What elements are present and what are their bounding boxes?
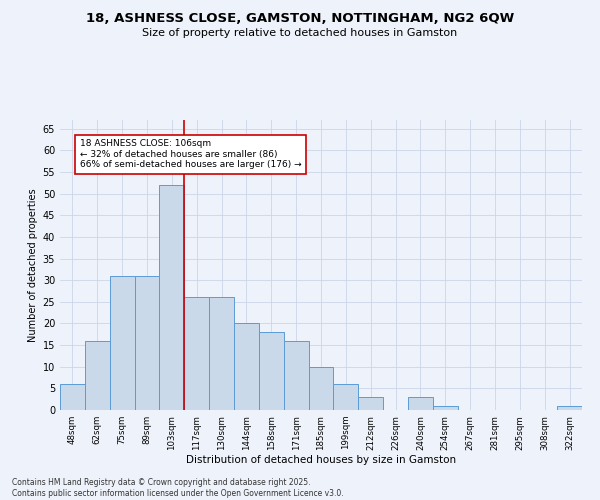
Bar: [160, 185, 184, 410]
X-axis label: Distribution of detached houses by size in Gamston: Distribution of detached houses by size …: [186, 456, 456, 466]
Text: 18 ASHNESS CLOSE: 106sqm
← 32% of detached houses are smaller (86)
66% of semi-d: 18 ASHNESS CLOSE: 106sqm ← 32% of detach…: [80, 140, 302, 170]
Y-axis label: Number of detached properties: Number of detached properties: [28, 188, 38, 342]
Bar: [209, 298, 234, 410]
Bar: [334, 384, 358, 410]
Text: Contains HM Land Registry data © Crown copyright and database right 2025.
Contai: Contains HM Land Registry data © Crown c…: [12, 478, 344, 498]
Bar: [85, 340, 110, 410]
Bar: [433, 406, 458, 410]
Bar: [184, 298, 209, 410]
Bar: [408, 397, 433, 410]
Bar: [557, 406, 582, 410]
Bar: [259, 332, 284, 410]
Text: 18, ASHNESS CLOSE, GAMSTON, NOTTINGHAM, NG2 6QW: 18, ASHNESS CLOSE, GAMSTON, NOTTINGHAM, …: [86, 12, 514, 26]
Bar: [234, 324, 259, 410]
Bar: [284, 340, 308, 410]
Bar: [134, 276, 160, 410]
Bar: [308, 366, 334, 410]
Bar: [358, 397, 383, 410]
Bar: [60, 384, 85, 410]
Text: Size of property relative to detached houses in Gamston: Size of property relative to detached ho…: [142, 28, 458, 38]
Bar: [110, 276, 134, 410]
